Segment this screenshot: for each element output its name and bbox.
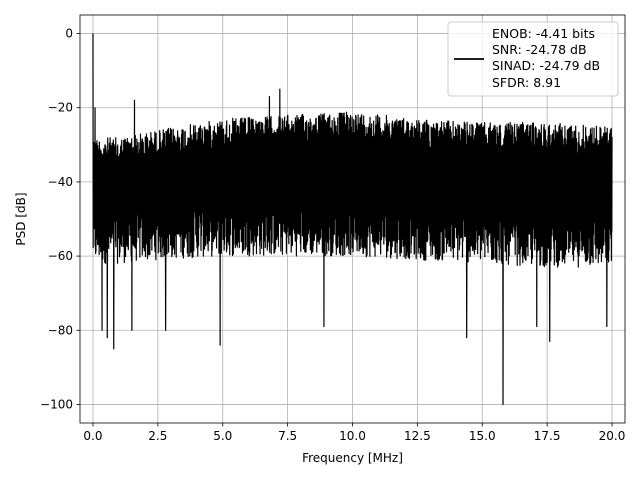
y-tick-label: −60 [48, 249, 73, 263]
y-tick-label: 0 [65, 27, 73, 41]
legend-sinad: SINAD: -24.79 dB [492, 58, 600, 73]
legend-box [447, 21, 619, 97]
x-tick-label: 15.0 [469, 429, 496, 443]
y-axis-label: PSD [dB] [14, 192, 28, 245]
y-tick-label: −40 [48, 175, 73, 189]
psd-series-line [92, 33, 613, 406]
x-tick-label: 12.5 [404, 429, 431, 443]
legend-enob: ENOB: -4.41 bits [492, 26, 595, 41]
x-tick-label: 17.5 [534, 429, 561, 443]
x-axis-label: Frequency [MHz] [302, 451, 403, 465]
y-tick-label: −80 [48, 323, 73, 337]
x-tick-label: 5.0 [213, 429, 232, 443]
psd-trace [92, 33, 613, 406]
x-tick-label: 2.5 [148, 429, 167, 443]
x-tick-label: 10.0 [339, 429, 366, 443]
y-tick-label: −100 [40, 397, 73, 411]
y-tick-label: −20 [48, 101, 73, 115]
x-tick-label: 0.0 [83, 429, 102, 443]
axis-ticks: 0.0 2.5 5.0 7.5 10.0 12.5 15.0 17.5 20.0 0 −20 −40 −… [40, 27, 625, 443]
legend: ENOB: -4.41 bits SNR: -24.78 dB SINAD: -… [447, 21, 619, 97]
x-tick-label: 7.5 [278, 429, 297, 443]
legend-sfdr: SFDR: 8.91 [492, 75, 561, 90]
legend-snr: SNR: -24.78 dB [492, 42, 587, 57]
x-tick-label: 20.0 [599, 429, 626, 443]
